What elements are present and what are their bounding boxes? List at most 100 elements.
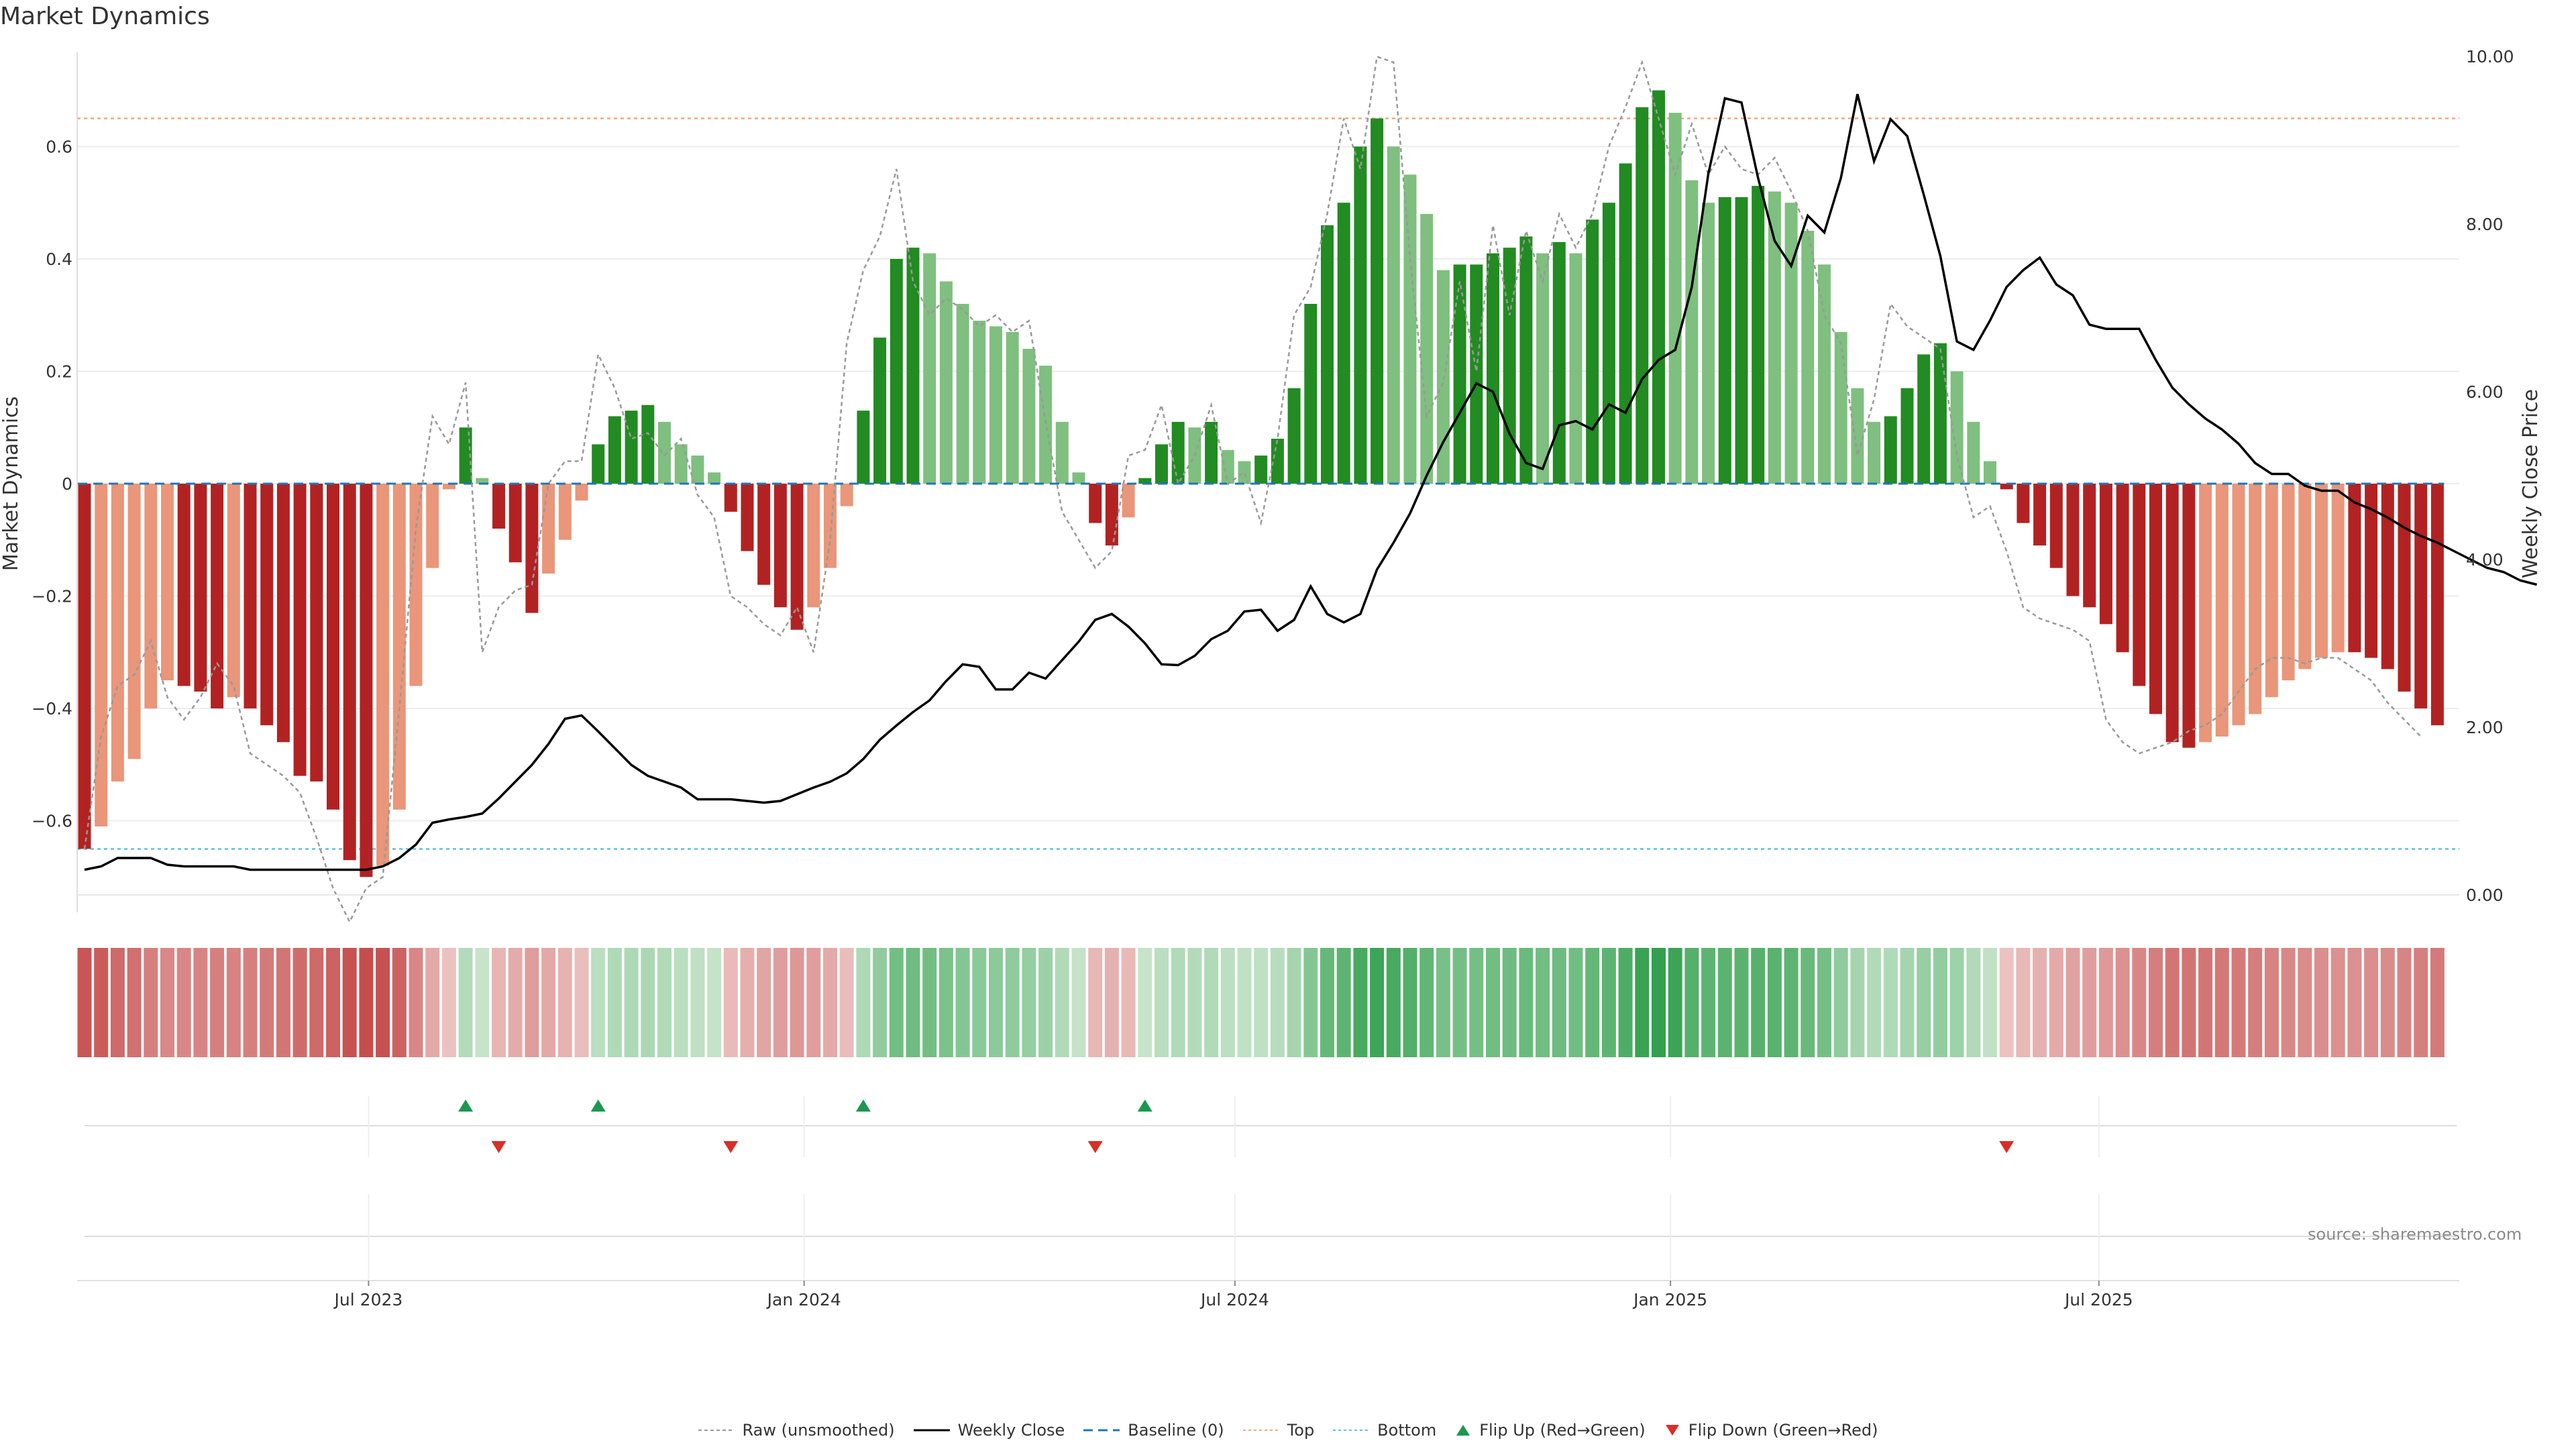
strip-cell: [1486, 948, 1500, 1057]
bar: [1752, 186, 1765, 484]
bar: [392, 484, 406, 810]
strip-cell: [1883, 948, 1898, 1057]
bar: [658, 421, 671, 484]
strip-cell: [210, 948, 225, 1057]
strip-cell: [922, 948, 937, 1057]
bar: [1503, 248, 1516, 484]
bar: [161, 484, 174, 681]
strip-cell: [2364, 948, 2379, 1057]
strip-cell: [972, 948, 987, 1057]
bar: [2331, 484, 2345, 653]
strip-cell: [1237, 948, 1252, 1057]
strip-cell: [1917, 948, 1931, 1057]
bar: [1536, 253, 1550, 484]
strip-cell: [1005, 948, 1020, 1057]
bar: [442, 484, 455, 490]
strip-cell: [1684, 948, 1699, 1057]
bar: [1900, 388, 1914, 484]
bar: [1105, 484, 1118, 546]
bar: [1122, 484, 1135, 518]
strip-cell: [144, 948, 158, 1057]
strip-cell: [1801, 948, 1815, 1057]
strip-cell: [1022, 948, 1036, 1057]
legend-top[interactable]: Top: [1242, 1421, 1314, 1440]
bar: [111, 484, 124, 782]
strip-cell: [1751, 948, 1766, 1057]
bar: [1586, 219, 1599, 484]
strip-cell: [458, 948, 473, 1057]
bar: [1221, 449, 1234, 484]
bar: [691, 455, 704, 484]
bar: [973, 321, 986, 484]
bar: [1602, 203, 1615, 484]
bar: [1950, 371, 1964, 484]
chart-title: Market Dynamics: [0, 3, 210, 30]
strip-cell: [94, 948, 109, 1057]
bar: [2199, 484, 2212, 743]
x-tick-label: Jul 2023: [333, 1290, 403, 1309]
legend-flip-up[interactable]: Flip Up (Red→Green): [1455, 1421, 1646, 1440]
flip-up-marker: [590, 1099, 606, 1112]
strip-cell: [1336, 948, 1351, 1057]
bar: [2414, 484, 2428, 709]
bar: [2149, 484, 2162, 714]
bar: [1619, 163, 1632, 484]
strip-cell: [591, 948, 606, 1057]
bar: [1039, 366, 1053, 484]
bar: [1171, 421, 1185, 484]
strip-cell: [657, 948, 672, 1057]
strip-cell: [2330, 948, 2345, 1057]
strip-cell: [707, 948, 722, 1057]
left-tick-label: 0.6: [46, 137, 72, 156]
strip-cell: [1353, 948, 1368, 1057]
flip-down-marker: [1999, 1141, 2015, 1153]
strip-cell: [2231, 948, 2246, 1057]
bar: [1569, 253, 1582, 484]
strip-cell: [226, 948, 241, 1057]
bar: [1371, 118, 1384, 484]
legend-flip-down[interactable]: Flip Down (Green→Red): [1664, 1421, 1878, 1440]
strip-cell: [127, 948, 142, 1057]
bar: [244, 484, 257, 709]
bar: [840, 484, 853, 506]
strip-cell: [2347, 948, 2362, 1057]
strip-cell: [176, 948, 191, 1057]
strip-cell: [1668, 948, 1682, 1057]
strip-cell: [2264, 948, 2279, 1057]
bar: [260, 484, 274, 726]
strip-cell: [475, 948, 490, 1057]
bar: [790, 484, 804, 630]
legend-raw[interactable]: Raw (unsmoothed): [698, 1421, 895, 1440]
bar: [2381, 484, 2394, 669]
legend-raw-label: Raw (unsmoothed): [742, 1421, 895, 1440]
strip-cell: [1088, 948, 1103, 1057]
legend-close[interactable]: Weekly Close: [913, 1421, 1065, 1440]
bar: [724, 484, 737, 512]
bar: [426, 484, 439, 568]
bar: [2232, 484, 2245, 726]
legend-bottom[interactable]: Bottom: [1333, 1421, 1436, 1440]
strip-cell: [326, 948, 340, 1057]
strip-cell: [740, 948, 755, 1057]
bar: [807, 484, 820, 608]
bar: [1917, 354, 1931, 484]
bar: [360, 484, 373, 877]
strip-cell: [2430, 948, 2445, 1057]
strip-cell: [823, 948, 837, 1057]
right-tick-label: 2.00: [2466, 718, 2504, 737]
strip-cell: [1850, 948, 1865, 1057]
strip-cell: [1568, 948, 1583, 1057]
legend-baseline[interactable]: Baseline (0): [1083, 1421, 1224, 1440]
strip-cell: [2314, 948, 2328, 1057]
bar: [1801, 231, 1815, 484]
bar: [542, 484, 555, 574]
legend-close-label: Weekly Close: [957, 1421, 1065, 1440]
x-tick-label: Jan 2024: [766, 1290, 841, 1309]
bar: [2000, 484, 2013, 490]
bar: [1055, 421, 1069, 484]
bar: [508, 484, 522, 563]
bar: [1984, 461, 1996, 484]
strip-cell: [243, 948, 258, 1057]
bar: [1851, 388, 1864, 484]
bar: [890, 258, 903, 484]
